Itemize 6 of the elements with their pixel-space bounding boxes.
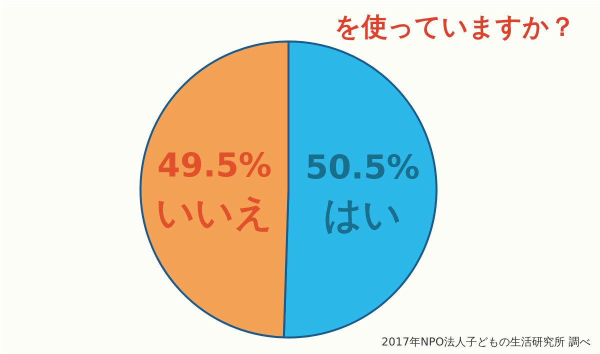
slice-label: はい <box>323 192 402 237</box>
data-label: 50.5% <box>305 148 420 187</box>
chart-title: を使っていますか？ <box>334 12 576 42</box>
data-label: 49.5% <box>157 145 272 184</box>
text: 2017年NPO法人子どもの生活研究所 調べ <box>381 336 591 348</box>
slice-label: いいえ <box>156 190 274 234</box>
